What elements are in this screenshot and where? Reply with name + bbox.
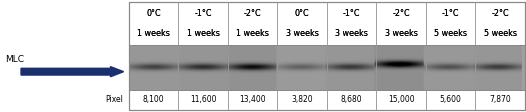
Text: 1 weeks: 1 weeks xyxy=(137,29,170,38)
Text: 1 weeks: 1 weeks xyxy=(236,29,269,38)
Text: 11,600: 11,600 xyxy=(190,95,216,104)
Bar xyxy=(129,2,525,110)
Text: 0°C: 0°C xyxy=(146,9,161,18)
Text: 0°C: 0°C xyxy=(295,9,309,18)
Text: 5 weeks: 5 weeks xyxy=(484,29,517,38)
Bar xyxy=(129,2,525,110)
Text: -1°C: -1°C xyxy=(195,9,212,18)
Bar xyxy=(129,90,525,110)
Text: 5 weeks: 5 weeks xyxy=(484,29,517,38)
Text: -1°C: -1°C xyxy=(343,9,360,18)
Text: -1°C: -1°C xyxy=(442,9,459,18)
Text: 3,820: 3,820 xyxy=(291,95,313,104)
Text: 0°C: 0°C xyxy=(295,9,309,18)
Bar xyxy=(129,2,525,45)
Text: 3 weeks: 3 weeks xyxy=(385,29,418,38)
Text: 8,680: 8,680 xyxy=(341,95,362,104)
Text: -2°C: -2°C xyxy=(392,9,410,18)
Text: -2°C: -2°C xyxy=(491,9,509,18)
Text: -1°C: -1°C xyxy=(195,9,212,18)
Text: 5,600: 5,600 xyxy=(440,95,462,104)
Text: 1 weeks: 1 weeks xyxy=(236,29,269,38)
Text: 15,000: 15,000 xyxy=(388,95,414,104)
Text: 5 weeks: 5 weeks xyxy=(434,29,467,38)
Text: 3 weeks: 3 weeks xyxy=(286,29,319,38)
FancyArrow shape xyxy=(21,67,124,77)
Text: 5 weeks: 5 weeks xyxy=(434,29,467,38)
Text: -2°C: -2°C xyxy=(244,9,261,18)
Text: -2°C: -2°C xyxy=(491,9,509,18)
Text: MLC: MLC xyxy=(5,55,24,64)
Text: 0°C: 0°C xyxy=(146,9,161,18)
Text: 1 weeks: 1 weeks xyxy=(187,29,219,38)
Text: 3 weeks: 3 weeks xyxy=(335,29,368,38)
Text: -2°C: -2°C xyxy=(392,9,410,18)
Text: 1 weeks: 1 weeks xyxy=(137,29,170,38)
Text: 3 weeks: 3 weeks xyxy=(335,29,368,38)
Text: 3 weeks: 3 weeks xyxy=(286,29,319,38)
Text: -2°C: -2°C xyxy=(244,9,261,18)
Text: -1°C: -1°C xyxy=(442,9,459,18)
Text: 3 weeks: 3 weeks xyxy=(385,29,418,38)
Text: -1°C: -1°C xyxy=(343,9,360,18)
Text: 8,100: 8,100 xyxy=(143,95,165,104)
Text: 1 weeks: 1 weeks xyxy=(187,29,219,38)
Text: 7,870: 7,870 xyxy=(489,95,511,104)
Text: Pixel: Pixel xyxy=(106,95,124,104)
Text: 13,400: 13,400 xyxy=(239,95,266,104)
